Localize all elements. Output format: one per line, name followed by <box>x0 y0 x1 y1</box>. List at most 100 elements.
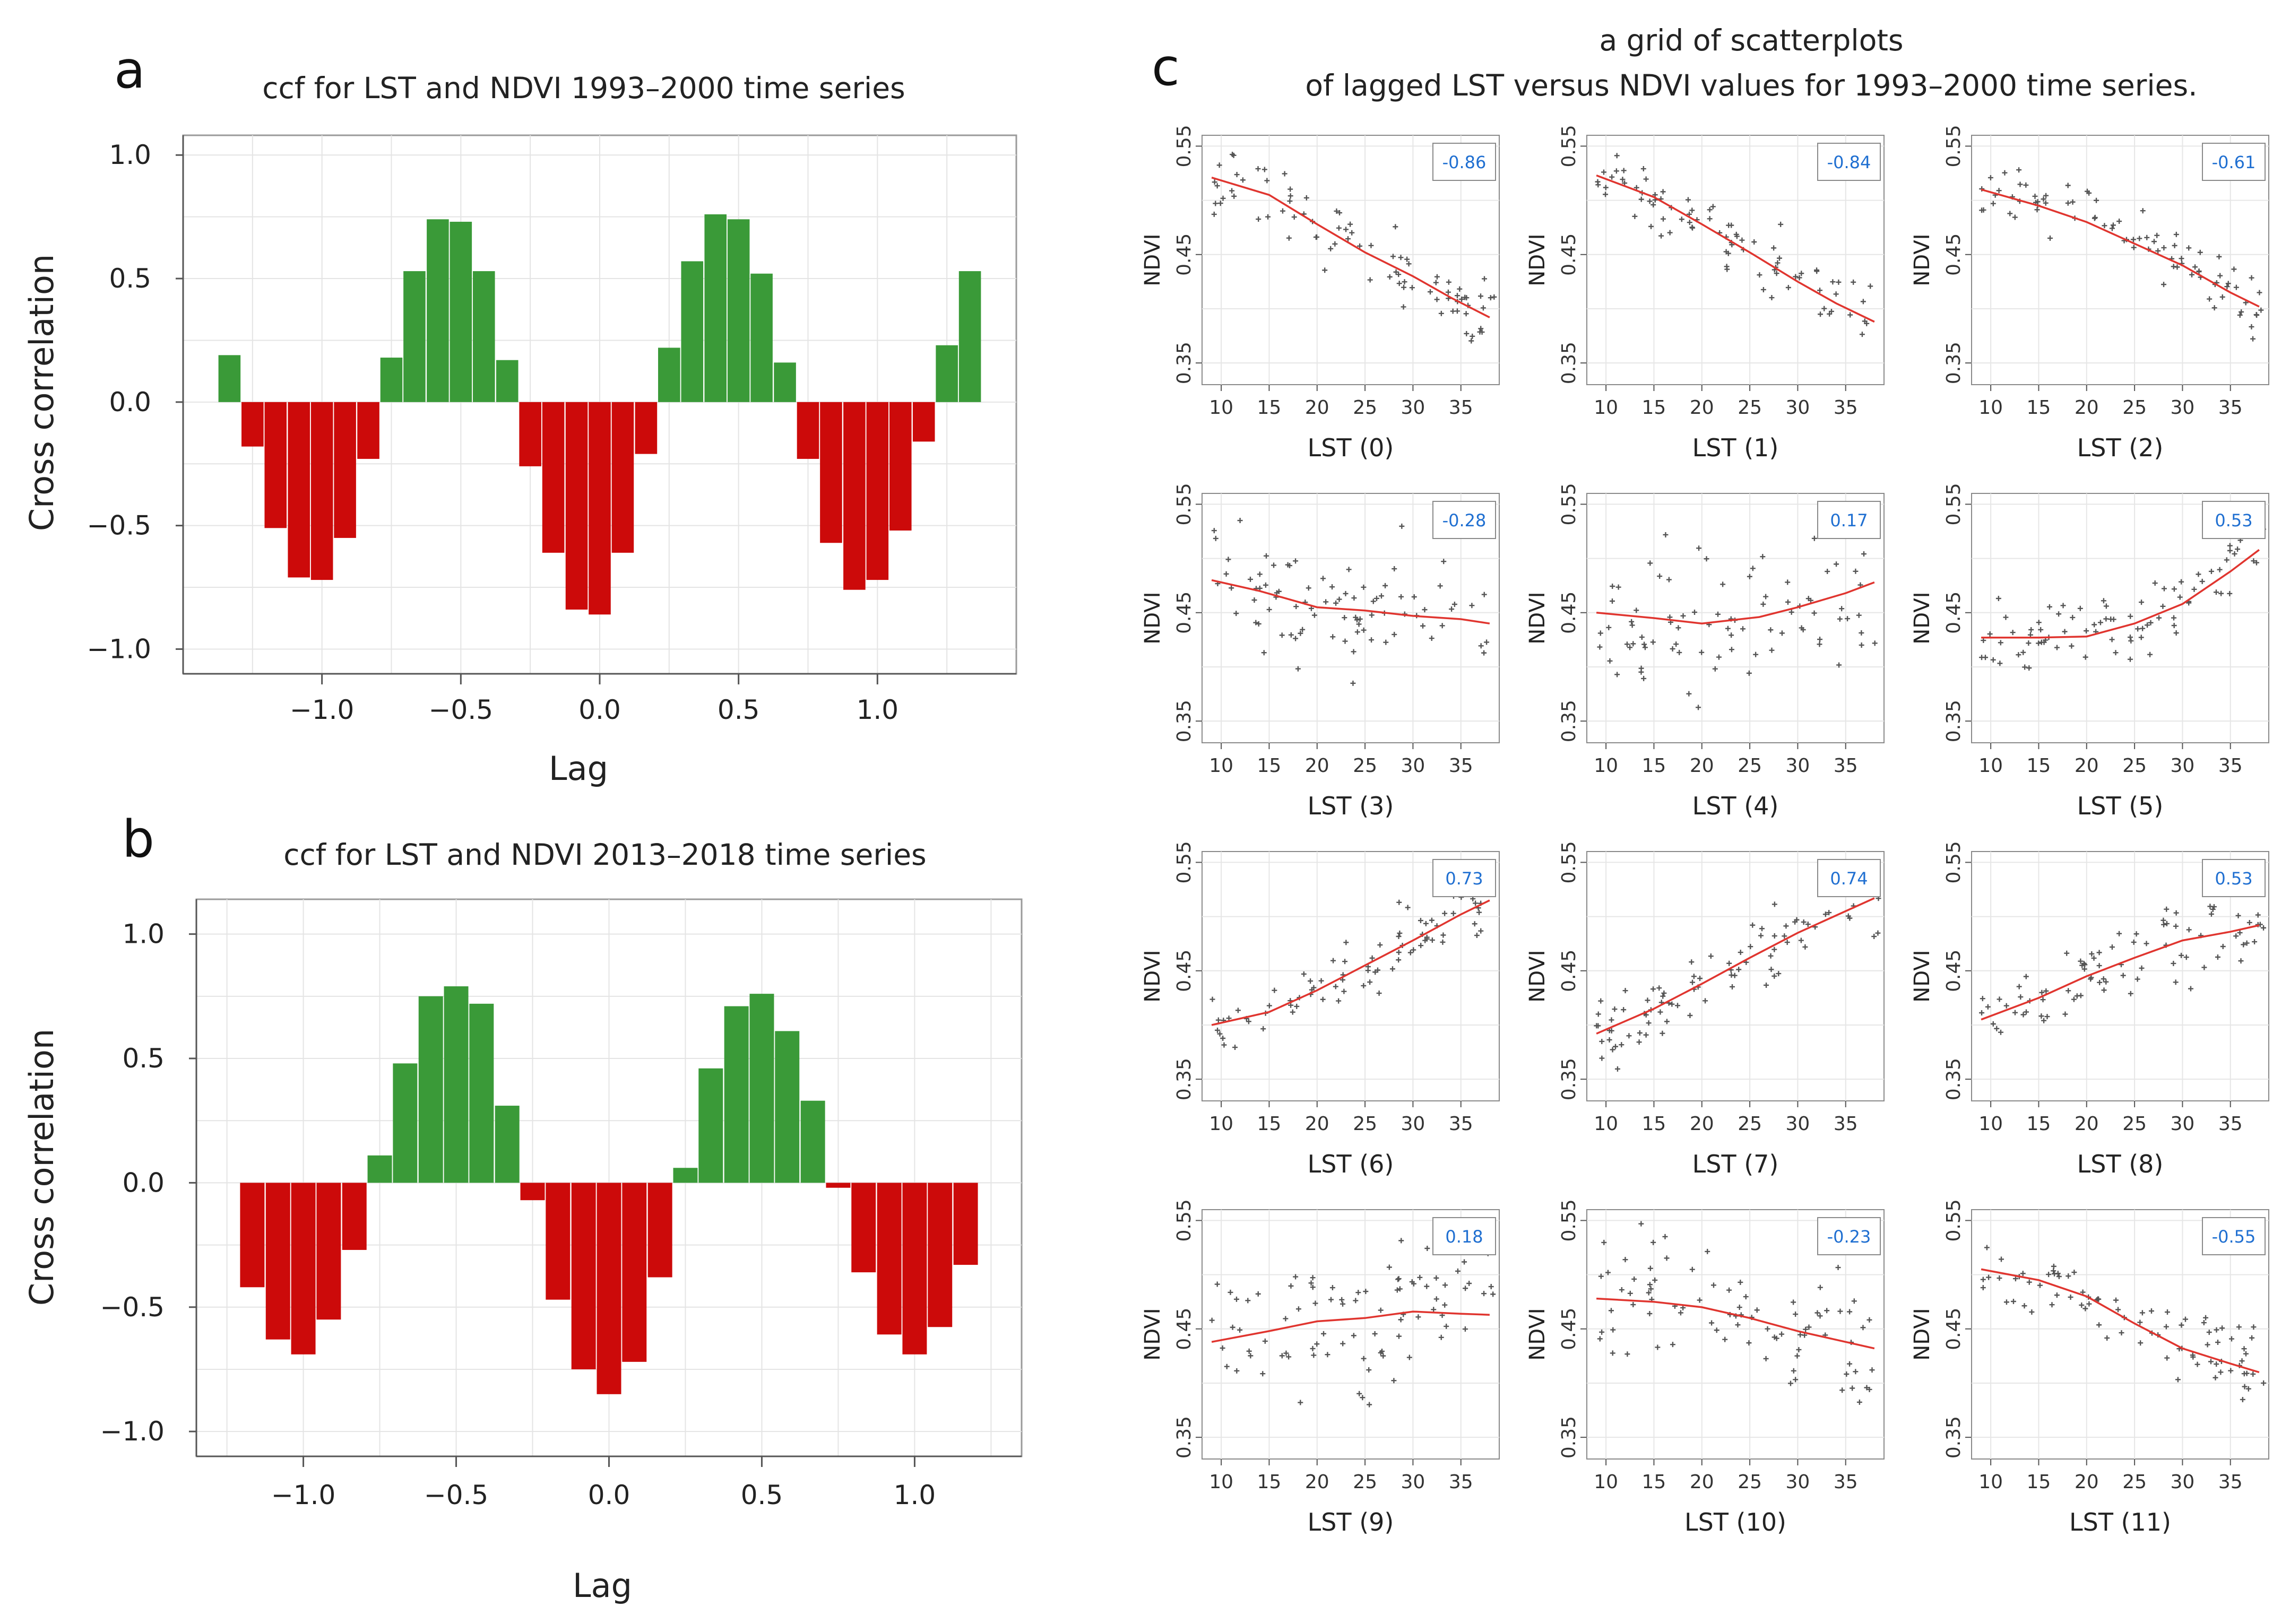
scatter-point <box>1658 233 1664 239</box>
scatter-point <box>1418 918 1423 924</box>
scatter-point <box>1396 1333 1402 1339</box>
scatter-point <box>2133 931 2139 937</box>
scatter-point <box>2020 649 2026 655</box>
scatter-point <box>2096 950 2102 956</box>
ccf-bar <box>928 1183 953 1327</box>
scatter-point <box>1422 607 1428 613</box>
y-tick-label: 1.0 <box>109 140 151 170</box>
scatter-point <box>2077 605 2083 611</box>
scatter-point <box>2201 1320 2207 1326</box>
scatter-point <box>1822 911 1828 917</box>
scatter-point <box>1990 657 1996 663</box>
scatter-point <box>1686 691 1692 697</box>
scatter-x-tick-label: 30 <box>1786 755 1810 777</box>
scatter-xlabel: LST (6) <box>1308 1150 1394 1178</box>
scatter-point <box>2079 1302 2085 1308</box>
scatter-xlabel: LST (5) <box>2077 792 2164 820</box>
scatter-point <box>1817 641 1822 647</box>
scatter-point <box>2103 979 2109 985</box>
scatter-point <box>1437 583 1443 589</box>
ccf-bar <box>418 996 443 1183</box>
scatter-point <box>2179 1322 2184 1328</box>
scatter-ylabel: NDVI <box>1140 1308 1165 1360</box>
scatter-point <box>1394 1287 1400 1293</box>
scatter-point <box>1690 225 1696 231</box>
scatter-point <box>2235 546 2241 552</box>
scatter-y-tick-label: 0.35 <box>1558 342 1580 384</box>
correlation-box <box>2202 143 2266 181</box>
scatter-panel-2: -0.61 0.35 0.45 0.55 10 15 20 25 30 35 NDVI LST (2) <box>1910 125 2269 462</box>
scatter-point <box>1825 569 1830 575</box>
scatter-point <box>1473 900 1479 906</box>
correlation-value: -0.55 <box>2212 1227 2256 1247</box>
scatter-x-tick-label: 35 <box>1449 755 1473 777</box>
grid-title-line-2: of lagged LST versus NDVI values for 199… <box>1305 68 2197 102</box>
scatter-point <box>1670 646 1675 652</box>
scatter-point <box>1320 996 1326 1002</box>
scatter-x-tick-label: 20 <box>1305 397 1329 419</box>
scatter-x-tick-label: 10 <box>1978 755 2003 777</box>
scatter-point <box>2017 181 2023 187</box>
scatter-point <box>2028 627 2034 632</box>
scatter-point <box>2250 336 2256 342</box>
scatter-point <box>1286 235 1292 241</box>
correlation-box <box>1432 143 1496 181</box>
scatter-point <box>1647 560 1653 566</box>
scatter-x-tick-label: 35 <box>2218 397 2243 419</box>
scatter-point <box>2139 600 2145 605</box>
chart-a-title: ccf for LST and NDVI 1993–2000 time seri… <box>262 71 905 105</box>
scatter-point <box>2101 987 2107 993</box>
scatter-point <box>1638 196 1644 202</box>
scatter-point <box>1233 611 1239 616</box>
scatter-x-tick-label: 25 <box>2122 1471 2147 1493</box>
ccf-bar <box>334 402 356 538</box>
scatter-point <box>1441 559 1447 565</box>
scatter-point <box>1481 1291 1487 1297</box>
scatter-point <box>1439 623 1445 629</box>
scatter-point <box>1333 984 1338 989</box>
scatter-point <box>1851 279 1856 285</box>
scatter-point <box>2071 996 2077 1002</box>
scatter-point <box>2046 1272 2052 1278</box>
ccf-bar <box>403 271 426 402</box>
scatter-point <box>2103 616 2109 622</box>
scatter-point <box>1712 666 1718 672</box>
scatter-point <box>1285 562 1291 568</box>
scatter-point <box>1353 614 1359 620</box>
scatter-point <box>2002 170 2008 176</box>
scatter-point <box>1336 998 1342 1004</box>
scatter-x-tick-label: 30 <box>1401 397 1425 419</box>
scatter-point <box>2029 1309 2035 1315</box>
scatter-point <box>2113 650 2119 656</box>
scatter-point <box>1699 649 1705 655</box>
trend-line <box>1596 897 1875 1035</box>
scatter-y-tick-label: 0.45 <box>1173 1308 1195 1350</box>
scatter-point <box>1641 675 1647 681</box>
scatter-x-tick-label: 20 <box>1305 755 1329 777</box>
trend-line <box>1211 177 1490 318</box>
scatter-point <box>1231 152 1237 158</box>
scatter-point <box>2127 656 2133 662</box>
scatter-point <box>1847 1309 1853 1315</box>
scatter-point <box>2064 950 2070 956</box>
scatter-point <box>1217 201 1223 206</box>
scatter-point <box>2252 939 2258 945</box>
scatter-point <box>1601 169 1606 175</box>
scatter-point <box>1265 214 1271 220</box>
scatter-point <box>2251 1324 2257 1330</box>
scatter-point <box>1295 666 1301 672</box>
scatter-point <box>2110 222 2116 228</box>
scatter-y-tick-label: 0.35 <box>1173 1058 1195 1100</box>
scatter-point <box>1689 1266 1695 1272</box>
scatter-point <box>1214 1281 1220 1287</box>
scatter-point <box>1481 650 1487 656</box>
scatter-point <box>1817 1313 1823 1319</box>
scatter-point <box>1660 216 1666 222</box>
scatter-point <box>2012 1276 2018 1282</box>
scatter-point <box>1472 921 1477 927</box>
ccf-bar <box>589 402 611 615</box>
scatter-point <box>2109 944 2115 950</box>
scatter-point <box>1424 1283 1430 1289</box>
scatter-point <box>1291 214 1297 220</box>
scatter-x-tick-label: 25 <box>1738 397 1762 419</box>
